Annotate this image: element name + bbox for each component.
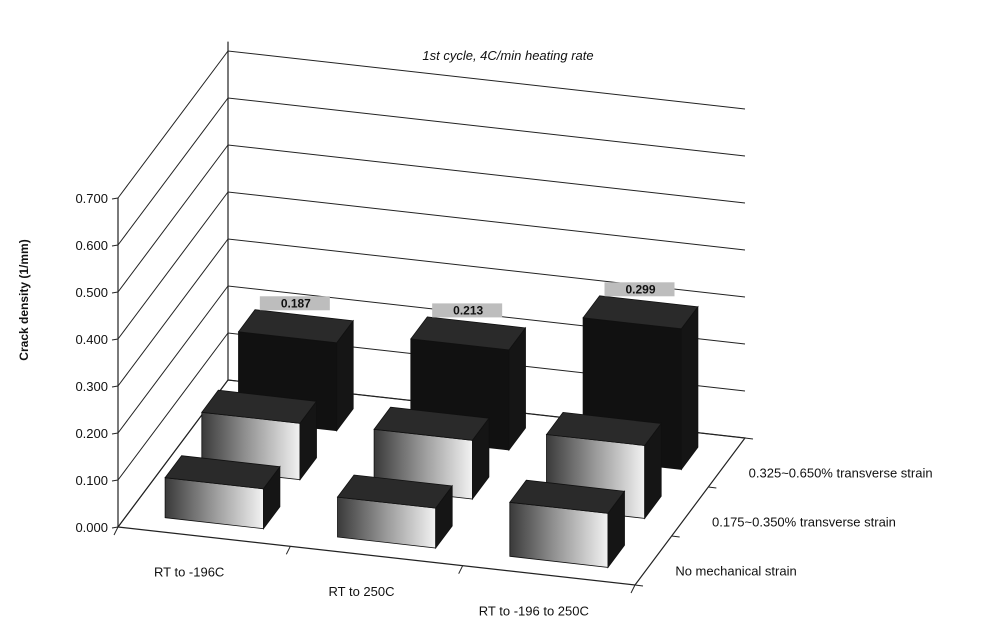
data-label: 0.299 — [625, 282, 655, 296]
bar-top — [164, 455, 281, 490]
y-tick — [111, 385, 119, 388]
bar-front — [509, 501, 609, 568]
series-label: No mechanical strain — [675, 564, 796, 579]
y-tick-label: 0.000 — [75, 520, 108, 535]
y-tick-label: 0.100 — [75, 473, 108, 488]
gridline — [117, 285, 746, 434]
bar-top — [582, 295, 699, 330]
y-tick-label: 0.700 — [75, 191, 108, 206]
gridline — [117, 191, 746, 340]
bar-side — [681, 305, 699, 471]
bar — [509, 479, 626, 569]
gridline — [117, 144, 746, 293]
z-tick — [671, 535, 680, 538]
labels: 0.000 0.100 0.200 0.300 0.400 0.500 0.600 0.700… — [75, 191, 932, 618]
data-label-box — [432, 303, 503, 318]
series-label: 0.175~0.350% transverse strain — [712, 515, 896, 530]
bar-top — [373, 406, 490, 441]
y-tick-label: 0.200 — [75, 426, 108, 441]
gridline — [117, 97, 746, 246]
y-tick — [111, 291, 119, 294]
x-tick — [113, 526, 119, 536]
bar-top — [545, 411, 662, 446]
x-tick — [458, 565, 464, 574]
x-tick — [285, 546, 291, 555]
x-tick-label: RT to -196 to 250C — [479, 603, 589, 618]
gridlines — [111, 50, 754, 594]
y-tick — [111, 526, 119, 529]
y-tick — [111, 479, 119, 482]
data-label: 0.187 — [281, 296, 311, 310]
data-label: 0.213 — [453, 303, 483, 317]
x-tick-label: RT to -196C — [154, 565, 224, 580]
series-label: 0.325~0.650% transverse strain — [749, 466, 933, 481]
bar-top — [336, 474, 453, 509]
bar — [164, 455, 281, 530]
bar-top — [509, 479, 626, 514]
y-tick — [111, 244, 119, 247]
data-label-box — [259, 296, 330, 311]
y-tick-label: 0.300 — [75, 379, 108, 394]
chart-title: 1st cycle, 4C/min heating rate — [422, 48, 593, 63]
gridline — [117, 238, 746, 387]
bar-top — [201, 389, 318, 424]
gridline — [117, 50, 746, 199]
z-tick — [744, 437, 754, 440]
bar-top — [410, 316, 527, 351]
y-axis-title: Crack density (1/mm) — [17, 239, 31, 360]
y-tick — [111, 432, 119, 435]
bar — [336, 474, 453, 550]
x-tick — [630, 584, 636, 594]
x-tick-label: RT to 250C — [328, 584, 394, 599]
gridline — [117, 332, 746, 481]
y-tick-label: 0.500 — [75, 285, 108, 300]
y-tick — [111, 338, 119, 341]
z-tick — [708, 486, 717, 489]
bars — [164, 295, 699, 569]
y-tick — [111, 197, 119, 200]
y-tick-label: 0.600 — [75, 238, 108, 253]
z-tick — [634, 584, 644, 587]
bar-top — [237, 309, 354, 344]
data-label-box — [604, 282, 675, 297]
y-tick-label: 0.400 — [75, 332, 108, 347]
